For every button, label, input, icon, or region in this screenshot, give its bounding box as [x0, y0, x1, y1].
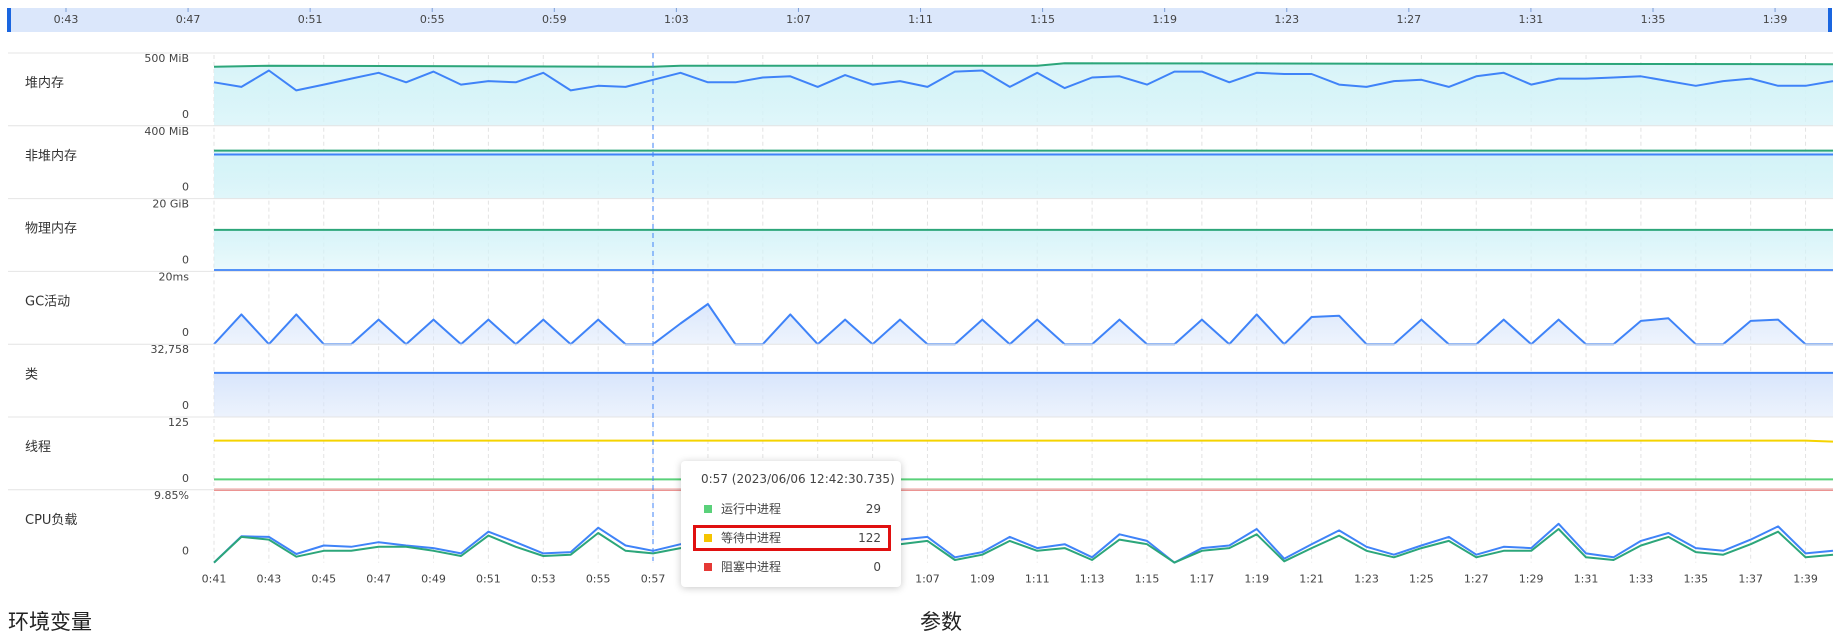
x-tick-label: 0:45: [311, 573, 336, 586]
y-tick-label: 0: [182, 181, 189, 194]
x-tick-label: 0:57: [641, 573, 666, 586]
row-name: 堆内存: [25, 75, 64, 91]
overview-tick-label: 1:15: [1030, 13, 1055, 26]
highlight-box: [693, 525, 891, 551]
x-tick-label: 1:35: [1683, 573, 1708, 586]
y-tick-label: 0: [182, 253, 189, 266]
tooltip-title: 0:57 (2023/06/06 12:42:30.735): [701, 472, 895, 486]
x-tick-label: 0:49: [421, 573, 446, 586]
overview-tick-label: 0:59: [542, 13, 567, 26]
x-tick-label: 1:25: [1409, 573, 1434, 586]
page: 0:43 0:47 0:51 0:55 0:59 1:03 1:07 1:11 1:15 1:19…: [7, 8, 1834, 634]
range-handle-right[interactable]: [1828, 8, 1832, 32]
x-tick-label: 1:39: [1793, 573, 1818, 586]
x-tick-label: 1:31: [1574, 573, 1599, 586]
x-tick-label: 0:53: [531, 573, 556, 586]
tooltip-item: 运行中进程 29: [701, 499, 881, 519]
item-name: 阻塞中进程: [721, 560, 782, 574]
x-tick-label: 1:17: [1190, 573, 1215, 586]
y-tick-label: 0: [182, 472, 189, 485]
x-tick-label: 1:11: [1025, 573, 1050, 586]
x-tick-label: 1:07: [915, 573, 940, 586]
tooltip-item: 阻塞中进程 0: [701, 557, 881, 577]
x-tick-label: 1:13: [1080, 573, 1105, 586]
y-tick-label: 32,758: [151, 343, 190, 356]
y-tick-label: 20ms: [159, 270, 190, 283]
range-handle-left[interactable]: [7, 8, 11, 32]
overview-tick-label: 1:39: [1763, 13, 1788, 26]
overview-tick-label: 0:51: [298, 13, 323, 26]
item-value: 29: [865, 502, 881, 516]
overview-tick-label: 1:03: [664, 13, 689, 26]
y-tick-label: 125: [168, 416, 189, 429]
overview-tick-label: 1:07: [786, 13, 811, 26]
y-tick-label: 0: [182, 399, 189, 412]
x-tick-label: 0:41: [202, 573, 227, 586]
overview-tick-label: 1:31: [1519, 13, 1544, 26]
area: [214, 372, 1833, 417]
overview-tick-label: 0:47: [176, 13, 201, 26]
x-tick-label: 0:51: [476, 573, 501, 586]
tooltip: 0:57 (2023/06/06 12:42:30.735) 运行中进程 29 等待…: [681, 461, 901, 587]
area: [214, 154, 1833, 199]
x-tick-label: 1:15: [1135, 573, 1160, 586]
row-name: GC活动: [25, 294, 70, 309]
overview-tick-label: 1:27: [1396, 13, 1421, 26]
tooltip-item: 等待中进程 122: [701, 528, 881, 548]
x-tick-label: 1:19: [1244, 573, 1269, 586]
overview-tick-label: 1:35: [1641, 13, 1666, 26]
row-name: 类: [25, 367, 38, 382]
overview-band[interactable]: [8, 8, 1830, 32]
item-name: 等待中进程: [721, 531, 782, 545]
x-tick-label: 1:09: [970, 573, 995, 586]
overview-tick-label: 1:19: [1152, 13, 1177, 26]
y-tick-label: 20 GiB: [152, 198, 189, 211]
x-tick-label: 1:33: [1629, 573, 1654, 586]
y-tick-label: 9.85%: [154, 489, 189, 502]
section-title[interactable]: 参数: [920, 610, 962, 634]
overview-tick-label: 1:11: [908, 13, 933, 26]
row-name: 非堆内存: [25, 148, 77, 164]
series-line: [213, 69, 1834, 92]
legend-swatch: [704, 563, 712, 571]
item-name: 运行中进程: [721, 502, 782, 516]
item-value: 0: [873, 560, 881, 574]
y-tick-label: 0: [182, 108, 189, 121]
x-tick-label: 1:29: [1519, 573, 1544, 586]
area: [214, 304, 1833, 345]
series-line: [213, 522, 1834, 564]
y-tick-label: 0: [182, 326, 189, 339]
legend-swatch: [704, 534, 712, 542]
row-name: 线程: [25, 440, 51, 455]
x-tick-label: 0:47: [366, 573, 391, 586]
overview-tick-label: 0:55: [420, 13, 445, 26]
y-tick-label: 0: [182, 545, 189, 558]
y-tick-label: 400 MiB: [144, 125, 189, 138]
monitor-charts: 0:43 0:47 0:51 0:55 0:59 1:03 1:07 1:11 1:15 1:19…: [7, 8, 1834, 586]
series-line: [214, 439, 1834, 443]
overview-tick-label: 0:43: [54, 13, 79, 26]
item-value: 122: [858, 531, 881, 545]
row-name: 物理内存: [25, 221, 77, 237]
area: [214, 70, 1833, 126]
y-tick-label: 500 MiB: [144, 52, 189, 65]
row-name: CPU负载: [25, 513, 77, 528]
x-tick-label: 1:27: [1464, 573, 1489, 586]
series-line: [213, 303, 1833, 346]
series-line: [213, 528, 1834, 564]
x-tick-label: 1:21: [1299, 573, 1324, 586]
area: [214, 229, 1833, 272]
x-tick-label: 0:43: [257, 573, 282, 586]
series-line: [213, 62, 1834, 68]
x-tick-label: 1:23: [1354, 573, 1379, 586]
legend-swatch: [704, 505, 712, 513]
overview-tick-label: 1:23: [1274, 13, 1299, 26]
x-tick-label: 1:37: [1738, 573, 1763, 586]
section-title[interactable]: 环境变量: [8, 610, 92, 634]
x-tick-label: 0:55: [586, 573, 611, 586]
